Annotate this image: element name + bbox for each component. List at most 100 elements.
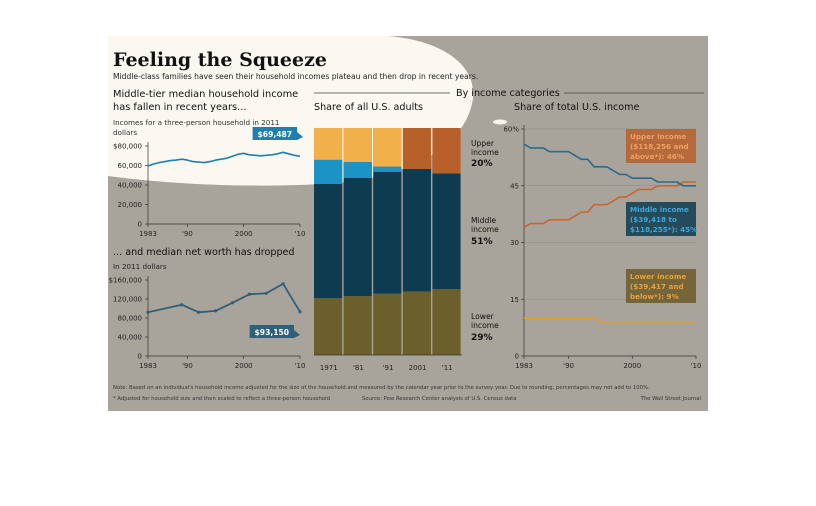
y-tick-label: 45 xyxy=(510,182,519,190)
adults-category-label: '91 xyxy=(383,364,394,372)
x-tick-label: 1983 xyxy=(515,362,533,370)
income-share-series-line xyxy=(524,317,696,323)
footer-note: Note: Based on an individual's household… xyxy=(113,385,650,391)
adults-label-middle-pct: 51% xyxy=(471,237,493,247)
networth-callout-text: $93,150 xyxy=(255,328,290,337)
section-header: By income categories xyxy=(456,88,560,99)
infographic-canvas: Feeling the Squeeze Middle-class familie… xyxy=(108,36,704,402)
income-panel-note-line2: dollars xyxy=(113,128,137,137)
income-share-lower-l1: Lower income xyxy=(630,272,686,281)
y-tick-label: $80,000 xyxy=(113,143,142,151)
income-share-label-upper: Upper income ($118,256 and above*): 46% xyxy=(630,132,689,161)
adults-bar-segment xyxy=(343,162,372,296)
adults-stacked-bars: 1971 '81 '91 2001 '11 xyxy=(314,128,462,372)
y-tick-label: 120,000 xyxy=(113,296,142,304)
networth-point xyxy=(146,310,150,314)
x-tick-label: 1983 xyxy=(139,362,157,370)
footer-footnote: * Adjusted for household size and then s… xyxy=(113,396,330,402)
adults-bar-highlight xyxy=(343,162,372,178)
adults-bar-highlight xyxy=(373,128,402,167)
y-tick-label: $160,000 xyxy=(109,277,142,285)
networth-panel-note: In 2011 dollars xyxy=(113,262,167,271)
page-title: Feeling the Squeeze xyxy=(113,49,327,71)
networth-point xyxy=(298,310,302,314)
infographic: Feeling the Squeeze Middle-class familie… xyxy=(108,36,708,411)
footer-source: Source: Pew Research Center analysis of … xyxy=(362,396,516,402)
adults-bar-highlight xyxy=(343,128,372,163)
x-tick-label: '90 xyxy=(182,230,193,238)
y-tick-label: 60% xyxy=(503,126,519,134)
adults-label-upper: Upper income 20% xyxy=(471,139,499,169)
adults-bar-segment xyxy=(373,166,402,294)
x-tick-label: 2000 xyxy=(623,362,641,370)
y-tick-label: 60,000 xyxy=(118,162,143,170)
y-tick-label: 0 xyxy=(138,353,142,361)
y-tick-label: 40,000 xyxy=(118,334,143,342)
x-tick-label: 1983 xyxy=(139,230,157,238)
networth-panel-title: ... and median net worth has dropped xyxy=(113,247,295,258)
adults-bar-segment xyxy=(432,289,461,355)
income-panel-title-line1: Middle-tier median household income xyxy=(113,89,298,100)
adults-label-upper-pct: 20% xyxy=(471,159,493,169)
y-tick-label: 20,000 xyxy=(118,201,143,209)
adults-bar-highlight xyxy=(373,166,402,172)
adults-bar-segment xyxy=(402,128,431,169)
x-tick-label: '10 xyxy=(691,362,702,370)
income-share-upper-l1: Upper income xyxy=(630,132,686,141)
networth-callout-box xyxy=(249,325,294,338)
income-share-middle-l2: ($39,418 to xyxy=(630,215,677,224)
adults-category-label: 2001 xyxy=(409,364,427,372)
adults-bar-segment xyxy=(343,295,372,355)
adults-label-middle: Middle income 51% xyxy=(471,216,499,247)
income-panel-title-line2: has fallen in recent years... xyxy=(113,102,246,113)
adults-label-middle-l1: Middle xyxy=(471,216,496,225)
x-tick-label: 2000 xyxy=(235,362,253,370)
adults-bar-segment xyxy=(432,128,461,174)
adults-panel-title: Share of all U.S. adults xyxy=(314,102,423,113)
income-callout-pointer xyxy=(297,132,303,140)
networth-series-line xyxy=(147,282,301,314)
income-series-line xyxy=(147,151,301,167)
networth-point xyxy=(281,282,285,286)
income-callout-text: $69,487 xyxy=(258,130,293,139)
income-share-upper-box xyxy=(626,129,696,163)
y-tick-label: 0 xyxy=(515,353,519,361)
adults-label-lower: Lower income 29% xyxy=(471,312,499,343)
adults-bar-highlight xyxy=(314,128,343,160)
x-tick-label: '90 xyxy=(563,362,574,370)
glare-spot xyxy=(493,119,507,125)
income-share-label-middle: Middle income ($39,418 to $118,255*): 45… xyxy=(630,205,697,234)
page-subtitle: Middle-class families have seen their ho… xyxy=(113,72,478,81)
adults-category-label: '81 xyxy=(353,364,364,372)
adults-bar-highlight xyxy=(314,159,343,184)
income-share-middle-box xyxy=(626,202,696,236)
adults-bar-segment xyxy=(402,291,431,355)
income-share-lower-l2: ($39,417 and xyxy=(630,282,684,291)
networth-point xyxy=(180,303,184,307)
adults-bar-segment xyxy=(432,173,461,290)
adults-label-lower-pct: 29% xyxy=(471,333,493,343)
income-share-upper-l2: ($118,256 and xyxy=(630,142,689,151)
x-tick-label: '90 xyxy=(182,362,193,370)
networth-point xyxy=(197,310,201,314)
networth-line-chart: 0 40,000 80,000 120,000 $160,000 1983 '90 2000 '… xyxy=(109,276,306,370)
income-share-lower-l3: below*): 9% xyxy=(630,292,679,301)
footer-credit: The Wall Street Journal xyxy=(640,396,701,402)
x-tick-label: '10 xyxy=(295,362,306,370)
adults-bar-segment xyxy=(373,293,402,355)
income-share-panel-title: Share of total U.S. income xyxy=(514,102,640,113)
y-tick-label: 0 xyxy=(138,221,142,229)
adults-label-lower-l2: income xyxy=(471,321,499,330)
income-panel-note-line1: Incomes for a three-person household in … xyxy=(113,118,279,127)
x-tick-label: '10 xyxy=(295,230,306,238)
income-share-lower-box xyxy=(626,269,696,303)
income-share-line-chart: 0 15 30 45 60% 1983 '90 2000 '10 xyxy=(503,125,701,370)
adults-label-upper-l1: Upper xyxy=(471,139,495,148)
y-tick-label: 40,000 xyxy=(118,182,143,190)
income-share-upper-l3: above*): 46% xyxy=(630,152,684,161)
adults-label-upper-l2: income xyxy=(471,148,499,157)
adults-label-lower-l1: Lower xyxy=(471,312,495,321)
adults-label-middle-l2: income xyxy=(471,225,499,234)
income-line-chart: 0 20,000 40,000 60,000 $80,000 1983 '90 2000 '10… xyxy=(113,127,305,238)
income-share-label-lower: Lower income ($39,417 and below*): 9% xyxy=(630,272,686,301)
